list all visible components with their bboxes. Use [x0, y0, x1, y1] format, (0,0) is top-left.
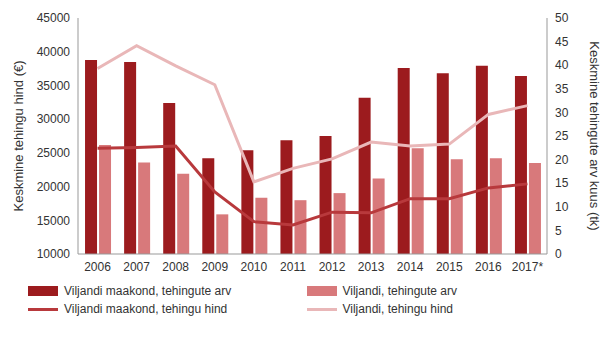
svg-text:2014: 2014	[397, 260, 424, 274]
svg-text:2007: 2007	[123, 260, 150, 274]
svg-text:2013: 2013	[358, 260, 385, 274]
html-text:Viljandi maakond, tehingu hind: Viljandi maakond, tehingu hind	[64, 302, 228, 316]
svg-text:45000: 45000	[37, 11, 71, 25]
html-text:Viljandi, tehingu hind: Viljandi, tehingu hind	[342, 302, 453, 316]
svg-text:25: 25	[555, 129, 569, 143]
svg-text:45: 45	[555, 35, 569, 49]
svg-text:2017*: 2017*	[512, 260, 544, 274]
svg-text:2006: 2006	[84, 260, 111, 274]
svg-text:50: 50	[555, 11, 569, 25]
svg-text:2010: 2010	[241, 260, 268, 274]
svg-text:40000: 40000	[37, 45, 71, 59]
svg-text:20: 20	[555, 153, 569, 167]
svg-text:30000: 30000	[37, 112, 71, 126]
svg-text:Keskmine tehingute arv kuus (t: Keskmine tehingute arv kuus (tk)	[587, 41, 602, 230]
svg-text:25000: 25000	[37, 146, 71, 160]
svg-text:15: 15	[555, 176, 569, 190]
svg-text:0: 0	[555, 247, 562, 261]
html-text:Viljandi maakond, tehingute ar: Viljandi maakond, tehingute arv	[64, 284, 232, 298]
svg-text:15000: 15000	[37, 214, 71, 228]
svg-text:2016: 2016	[475, 260, 502, 274]
svg-text:35: 35	[555, 82, 569, 96]
svg-text:35000: 35000	[37, 79, 71, 93]
svg-text:2015: 2015	[436, 260, 463, 274]
svg-text:2011: 2011	[280, 260, 306, 274]
svg-text:2009: 2009	[201, 260, 228, 274]
svg-text:10000: 10000	[37, 247, 71, 261]
svg-text:5: 5	[555, 224, 562, 238]
svg-text:2008: 2008	[162, 260, 189, 274]
svg-text:20000: 20000	[37, 180, 71, 194]
svg-text:2012: 2012	[319, 260, 346, 274]
html-text:Viljandi, tehingute arv: Viljandi, tehingute arv	[342, 284, 457, 298]
svg-text:Keskmine tehingu hind (€): Keskmine tehingu hind (€)	[11, 60, 26, 211]
svg-text:10: 10	[555, 200, 569, 214]
svg-text:30: 30	[555, 106, 569, 120]
svg-text:40: 40	[555, 58, 569, 72]
